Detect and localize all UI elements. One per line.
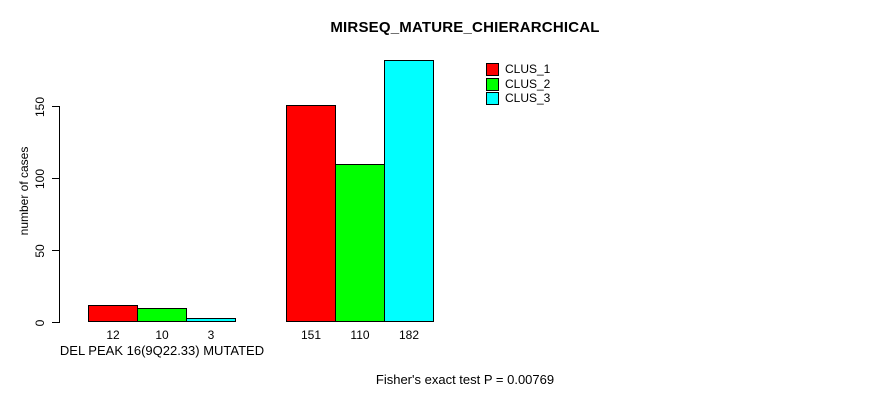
y-axis-tick-label: 100 (32, 168, 47, 189)
bar-value-label: 10 (155, 327, 169, 342)
bar-clus_3 (384, 60, 434, 323)
legend-label: CLUS_2 (505, 76, 551, 91)
bar-value-label: 182 (398, 327, 420, 342)
bar-clus_2 (137, 308, 187, 323)
legend-label: CLUS_1 (505, 62, 551, 76)
bar-clus_1 (88, 305, 138, 323)
legend-item: CLUS_2 (486, 76, 551, 91)
y-axis-label: number of cases (17, 146, 31, 236)
bar-value-label: 3 (207, 327, 215, 342)
legend-swatch (486, 77, 499, 91)
legend-swatch (486, 63, 499, 76)
bar-value-label: 151 (300, 327, 322, 342)
y-axis-tick (52, 249, 59, 252)
bar-clus_1 (286, 105, 336, 323)
y-axis-tick (52, 105, 59, 108)
x-axis-group-label: DEL PEAK 16(9Q22.33) MUTATED (59, 342, 265, 358)
bar-value-label: 12 (106, 327, 120, 342)
chart-title: MIRSEQ_MATURE_CHIERARCHICAL (330, 19, 600, 36)
y-axis-tick (52, 177, 59, 180)
y-axis-tick (52, 321, 59, 324)
legend-item: CLUS_1 (486, 63, 550, 76)
annotation-text: Fisher's exact test P = 0.00769 (375, 371, 555, 387)
bar-value-label: 110 (350, 327, 370, 342)
legend-label: CLUS_3 (505, 91, 551, 105)
y-axis (58, 106, 60, 323)
y-axis-tick-label: 0 (32, 319, 47, 326)
legend: CLUS_1 CLUS_2 CLUS_3 (486, 63, 550, 107)
y-axis-tick-label: 50 (32, 243, 47, 258)
legend-swatch (486, 92, 499, 105)
y-axis-tick-label: 150 (32, 96, 47, 117)
bar-clus_2 (335, 164, 385, 323)
bar-clus_3 (186, 318, 236, 323)
legend-item: CLUS_3 (486, 92, 550, 105)
